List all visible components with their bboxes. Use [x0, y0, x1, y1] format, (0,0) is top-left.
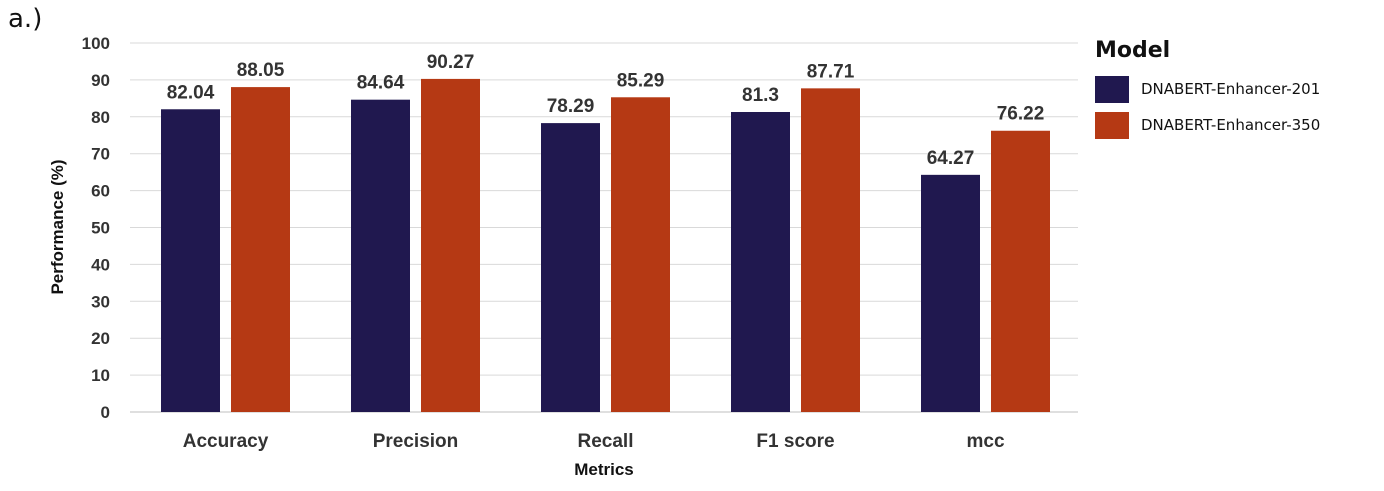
bars — [161, 78, 1050, 413]
bar-1-accuracy — [161, 109, 220, 412]
data-label: 76.22 — [997, 104, 1045, 125]
legend-swatch-series-2 — [1095, 111, 1129, 139]
y-tick-label: 10 — [91, 366, 110, 385]
x-tick-label: Precision — [373, 431, 459, 452]
x-axis-label: Metrics — [574, 460, 634, 479]
y-tick-label: 40 — [91, 255, 110, 274]
data-label: 85.29 — [617, 70, 665, 91]
bar-1-f1-score — [731, 112, 790, 413]
legend-label-series-2: DNABERT-Enhancer-350 — [1141, 116, 1321, 134]
data-label: 87.71 — [807, 61, 855, 82]
bar-1-mcc — [921, 174, 980, 412]
bar-2-mcc — [991, 130, 1050, 412]
y-axis-ticks: 0 10 20 30 40 50 60 70 80 90 100 — [82, 34, 110, 422]
legend: Model DNABERT-Enhancer-201 DNABERT-Enhan… — [1095, 38, 1320, 143]
y-tick-label: 70 — [91, 145, 110, 164]
y-tick-label: 30 — [91, 292, 110, 311]
panel-label: a.) — [8, 4, 43, 34]
y-tick-label: 50 — [91, 219, 110, 238]
x-tick-label: mcc — [966, 431, 1004, 452]
y-tick-label: 0 — [101, 403, 110, 422]
data-label: 90.27 — [427, 52, 475, 73]
bar-2-recall — [611, 97, 670, 412]
bar-2-f1-score — [801, 88, 860, 412]
x-tick-label: Accuracy — [183, 431, 269, 452]
y-axis-label: Performance (%) — [48, 159, 67, 294]
y-tick-label: 100 — [82, 34, 110, 53]
y-tick-label: 80 — [91, 108, 110, 127]
legend-label-series-1: DNABERT-Enhancer-201 — [1141, 80, 1321, 98]
x-axis-ticks: Accuracy Precision Recall F1 score mcc — [183, 431, 1005, 452]
legend-item-series-2: DNABERT-Enhancer-350 — [1095, 107, 1320, 143]
data-label: 64.27 — [927, 148, 975, 169]
y-tick-label: 20 — [91, 329, 110, 348]
y-tick-label: 60 — [91, 182, 110, 201]
data-label: 88.05 — [237, 60, 285, 81]
data-labels: 82.04 84.64 78.29 81.3 64.27 88.05 90.27 85.29 8… — [167, 52, 1045, 169]
x-tick-label: F1 score — [756, 431, 834, 452]
y-tick-label: 90 — [91, 71, 110, 90]
bar-2-precision — [421, 78, 480, 413]
data-label: 81.3 — [742, 85, 779, 106]
legend-item-series-1: DNABERT-Enhancer-201 — [1095, 71, 1320, 107]
data-label: 84.64 — [357, 73, 405, 94]
legend-swatch-series-1 — [1095, 75, 1129, 103]
bar-2-accuracy — [231, 87, 290, 413]
bar-1-precision — [351, 99, 410, 412]
x-tick-label: Recall — [578, 431, 634, 452]
bar-1-recall — [541, 123, 600, 413]
data-label: 82.04 — [167, 82, 215, 103]
data-label: 78.29 — [547, 96, 595, 117]
legend-title: Model — [1095, 38, 1171, 63]
